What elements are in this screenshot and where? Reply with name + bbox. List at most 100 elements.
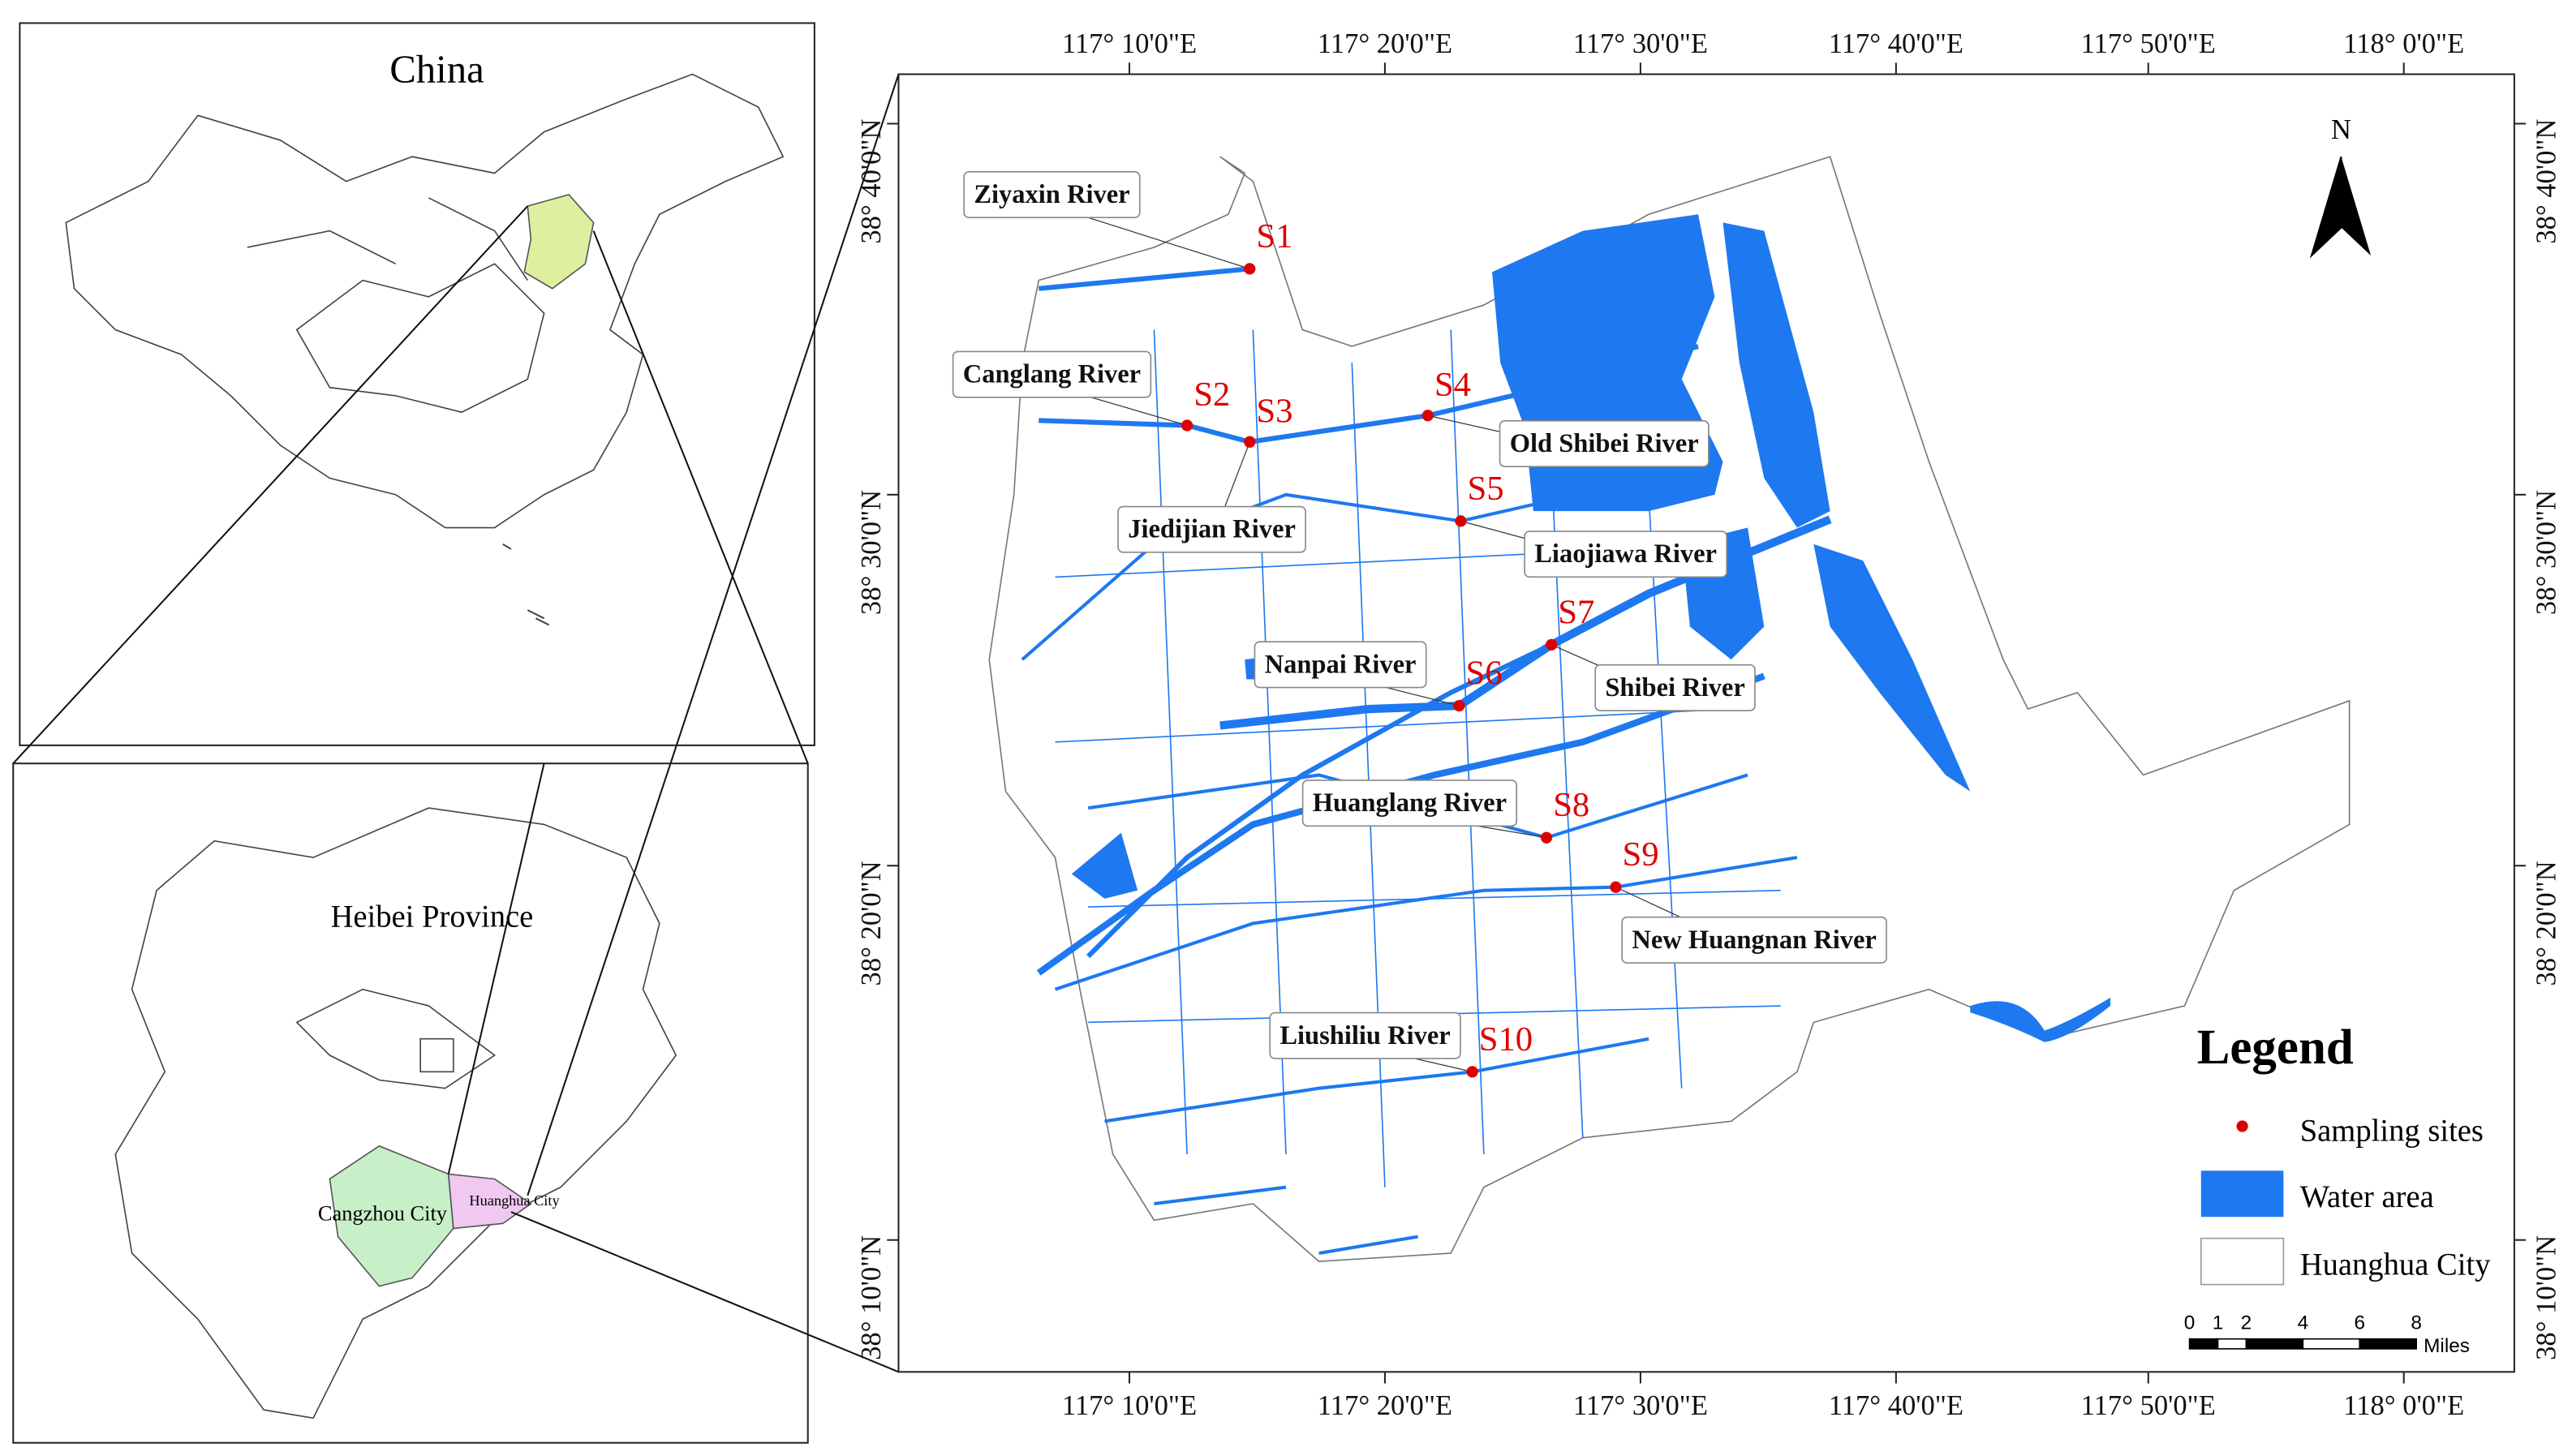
latitude-label: 38° 20'0"N	[856, 861, 887, 986]
river-label: Huanglang River	[1313, 788, 1507, 818]
legend-city-symbol	[2200, 1237, 2285, 1286]
legend-item: Water area	[2300, 1180, 2434, 1214]
site-label: S10	[1479, 1020, 1533, 1059]
legend-site-symbol	[2236, 1120, 2248, 1132]
islands	[502, 543, 550, 626]
river-label-box	[1269, 1011, 1461, 1059]
latitude-label: 38° 10'0"N	[2531, 1235, 2562, 1360]
scale-segment	[2188, 1338, 2219, 1350]
river-label-box	[963, 171, 1141, 219]
site-label: S3	[1256, 392, 1292, 430]
river-label: Old Shibei River	[1510, 429, 1699, 458]
longitude-label: 117° 40'0"E	[1829, 1390, 1963, 1421]
site-label: S2	[1194, 376, 1230, 414]
river-line	[1038, 266, 1699, 445]
longitude-label: 117° 10'0"E	[1062, 28, 1197, 59]
river-label: New Huangnan River	[1632, 926, 1876, 955]
latitude-label: 38° 10'0"N	[856, 1235, 887, 1360]
coastal-water	[1970, 997, 2111, 1042]
legend-item: Sampling sites	[2300, 1115, 2484, 1149]
river-label-box	[1499, 420, 1710, 467]
site-label: S9	[1623, 835, 1659, 874]
longitude-label: 117° 10'0"E	[1062, 1390, 1197, 1421]
sampling-site	[1181, 419, 1194, 432]
river-label: Jiedijian River	[1128, 515, 1296, 544]
legend-item: Huanghua City	[2300, 1248, 2491, 1282]
scale-tick-label: 0	[2184, 1312, 2196, 1334]
canal-lines	[1055, 329, 1781, 1188]
site-label: S1	[1256, 217, 1292, 256]
river-label: Canglang River	[963, 360, 1141, 389]
river-label-box	[1254, 641, 1427, 689]
scale-tick-label: 6	[2354, 1312, 2365, 1334]
longitude-label: 117° 50'0"E	[2081, 28, 2216, 59]
water-bodies	[1071, 214, 1971, 899]
river-label-box	[1117, 505, 1306, 553]
scale-tick-label: 4	[2298, 1312, 2309, 1334]
china-title: China	[389, 48, 484, 92]
river-line	[1021, 476, 1798, 1255]
longitude-label: 117° 20'0"E	[1318, 28, 1452, 59]
north-label: N	[2331, 114, 2351, 145]
river-label-box	[952, 350, 1152, 398]
sampling-site	[1466, 1066, 1478, 1078]
site-label: S5	[1468, 470, 1504, 508]
latitude-label: 38° 30'0"N	[856, 490, 887, 615]
china-provinces	[247, 197, 545, 414]
scale-segment	[2359, 1338, 2417, 1350]
longitude-label: 118° 0'0"E	[2343, 28, 2464, 59]
scale-segment	[2302, 1338, 2361, 1350]
hebei-inset-frame	[12, 762, 809, 1444]
sampling-site	[1610, 881, 1622, 893]
latitude-label: 38° 40'0"N	[2531, 119, 2562, 244]
scale-tick-label: 2	[2241, 1312, 2252, 1334]
longitude-label: 117° 20'0"E	[1318, 1390, 1452, 1421]
longitude-label: 117° 40'0"E	[1829, 28, 1963, 59]
sampling-site	[1540, 831, 1553, 844]
longitude-label: 118° 0'0"E	[2343, 1390, 2464, 1421]
latitude-label: 38° 20'0"N	[2531, 861, 2562, 986]
latitude-label: 38° 40'0"N	[856, 119, 887, 244]
site-label: S8	[1553, 786, 1589, 824]
river-label: Ziyaxin River	[974, 180, 1129, 209]
scale-segment	[2217, 1338, 2247, 1350]
latitude-label: 38° 30'0"N	[2531, 490, 2562, 615]
sampling-site	[1455, 515, 1467, 527]
north-arrow	[2341, 157, 2372, 256]
sampling-site	[1421, 410, 1434, 422]
site-label: S6	[1465, 655, 1502, 693]
river-label: Shibei River	[1605, 673, 1744, 702]
legend-water-symbol	[2200, 1170, 2284, 1218]
china-inset-frame	[19, 22, 815, 746]
scale-tick-label: 1	[2213, 1312, 2224, 1334]
north-arrow	[2309, 156, 2342, 259]
cangzhou-label: Cangzhou City	[318, 1200, 448, 1225]
sampling-site	[1453, 699, 1465, 712]
cangzhou-area	[329, 1145, 454, 1287]
hebei-highlight	[523, 193, 595, 290]
sampling-site	[1244, 263, 1256, 275]
scale-tick-label: 8	[2411, 1312, 2422, 1334]
river-label: Liushiliu River	[1280, 1021, 1450, 1050]
scale-unit: Miles	[2424, 1335, 2470, 1357]
site-label: S7	[1558, 593, 1594, 631]
scale-segment	[2245, 1338, 2304, 1350]
site-label: S4	[1434, 366, 1471, 404]
river-label-box	[1524, 530, 1727, 578]
province-title: Heibei Province	[331, 900, 534, 934]
connector-lines	[12, 74, 900, 1373]
river-label: Nanpai River	[1265, 650, 1417, 679]
sampling-site	[1546, 638, 1558, 651]
longitude-label: 117° 30'0"E	[1573, 28, 1708, 59]
huanghua-label: Huanghua City	[469, 1192, 560, 1209]
river-label-box	[1621, 916, 1887, 964]
hebei-subdivisions	[295, 988, 497, 1089]
river-label: Liaojiawa River	[1534, 539, 1717, 569]
sampling-site	[1244, 436, 1256, 448]
longitude-label: 117° 50'0"E	[2081, 1390, 2216, 1421]
river-label-box	[1301, 780, 1518, 827]
river-label-box	[1594, 664, 1756, 711]
legend-title: Legend	[2197, 1020, 2354, 1075]
